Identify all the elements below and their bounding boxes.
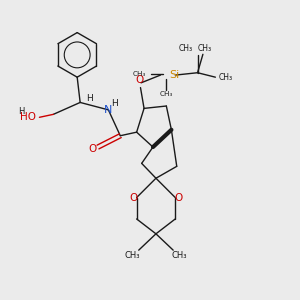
Text: H: H xyxy=(112,99,118,108)
Text: CH₃: CH₃ xyxy=(198,44,212,53)
Text: O: O xyxy=(129,193,137,202)
Text: CH₃: CH₃ xyxy=(172,251,188,260)
Text: O: O xyxy=(135,75,143,85)
Text: O: O xyxy=(89,143,97,154)
Text: Si: Si xyxy=(169,70,180,80)
Text: CH₃: CH₃ xyxy=(124,251,140,260)
Text: H: H xyxy=(87,94,93,103)
Text: CH₃: CH₃ xyxy=(219,73,233,82)
Text: N: N xyxy=(104,105,112,115)
Text: CH₃: CH₃ xyxy=(132,71,146,77)
Text: CH₃: CH₃ xyxy=(160,91,173,97)
Text: CH₃: CH₃ xyxy=(178,44,193,53)
Text: H: H xyxy=(18,107,25,116)
Text: O: O xyxy=(175,193,183,202)
Text: HO: HO xyxy=(20,112,36,122)
